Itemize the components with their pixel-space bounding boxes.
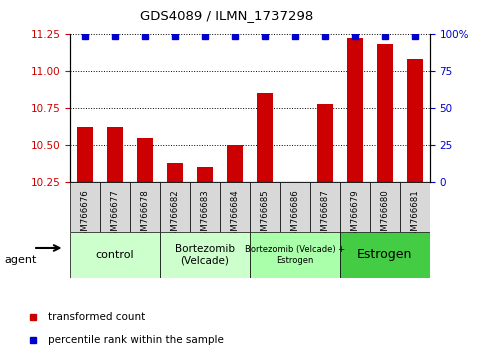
Bar [70,182,100,232]
Bar [256,93,273,182]
Text: Estrogen: Estrogen [357,249,412,261]
Bar [197,167,213,182]
Text: GSM766686: GSM766686 [290,190,299,242]
Bar [287,182,303,190]
Text: percentile rank within the sample: percentile rank within the sample [48,335,224,346]
Bar [137,138,153,182]
Bar [160,232,250,278]
Bar [130,182,160,232]
Bar [70,232,160,278]
Bar [250,182,280,232]
Bar [250,232,340,278]
Text: transformed count: transformed count [48,312,145,322]
Bar [310,182,340,232]
Bar [340,232,430,278]
Bar [317,103,333,182]
Text: Bortezomib (Velcade) +
Estrogen: Bortezomib (Velcade) + Estrogen [245,245,345,264]
Bar [280,182,310,232]
Text: GSM766681: GSM766681 [411,190,419,242]
Text: GSM766677: GSM766677 [111,190,119,242]
Text: GSM766684: GSM766684 [230,190,240,242]
Text: GSM766676: GSM766676 [81,190,89,242]
Text: GSM766683: GSM766683 [200,190,210,242]
Bar [370,182,400,232]
Text: GSM766678: GSM766678 [141,190,150,242]
Bar [377,44,393,182]
Bar [227,145,243,182]
Text: GSM766680: GSM766680 [381,190,389,242]
Text: GSM766685: GSM766685 [260,190,270,242]
Text: GDS4089 / ILMN_1737298: GDS4089 / ILMN_1737298 [141,9,313,22]
Bar [400,182,430,232]
Text: GSM766679: GSM766679 [350,190,359,242]
Bar [340,182,370,232]
Text: control: control [96,250,134,260]
Bar [167,163,183,182]
Bar [100,182,130,232]
Text: Bortezomib
(Velcade): Bortezomib (Velcade) [175,244,235,266]
Bar [77,127,93,182]
Bar [190,182,220,232]
Bar [160,182,190,232]
Text: GSM766682: GSM766682 [170,190,180,242]
Bar [347,38,363,182]
Bar [220,182,250,232]
Text: GSM766687: GSM766687 [320,190,329,242]
Bar [407,59,423,182]
Text: agent: agent [5,255,37,265]
Bar [107,127,123,182]
